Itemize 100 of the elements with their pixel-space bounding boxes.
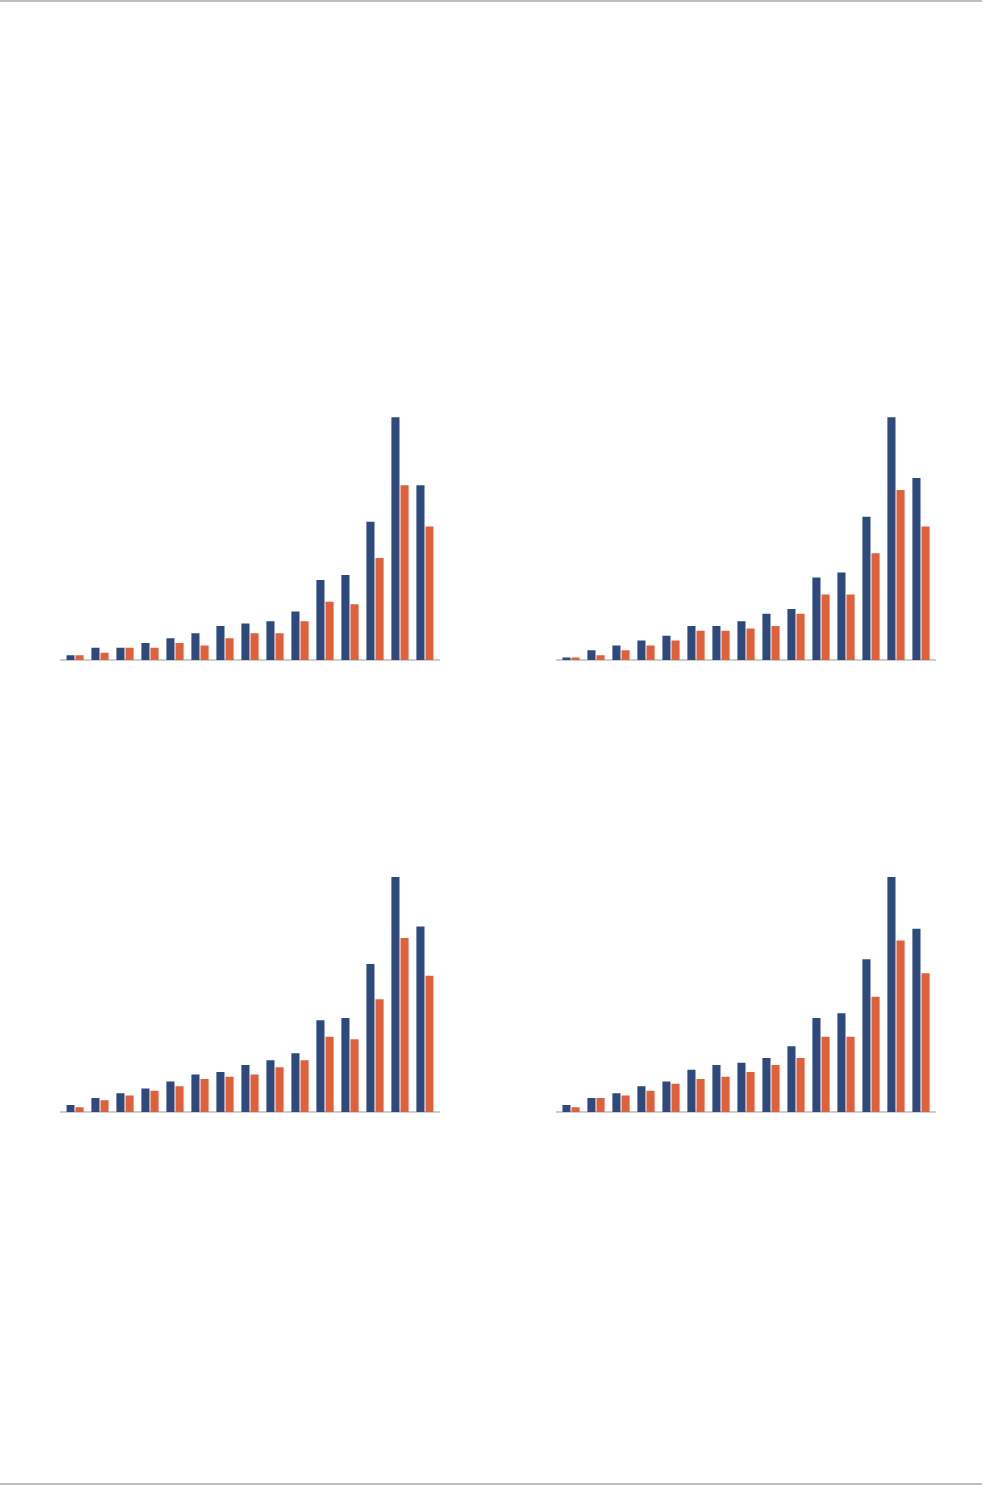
bar (796, 1057, 805, 1112)
bar (100, 652, 109, 660)
bar (300, 621, 309, 660)
bar (921, 973, 930, 1112)
bar (350, 1039, 359, 1112)
bar (241, 623, 250, 660)
bar (225, 1076, 234, 1112)
bar (316, 1020, 325, 1112)
bar (350, 604, 359, 660)
bar (175, 642, 184, 660)
bar (125, 647, 134, 660)
bar (637, 640, 646, 660)
bar (621, 650, 630, 660)
bar (721, 630, 730, 660)
bar (787, 609, 796, 660)
bar (375, 558, 384, 660)
bar (612, 1093, 621, 1112)
bar (871, 553, 880, 660)
bar (687, 626, 696, 660)
bar (721, 1076, 730, 1112)
bar (216, 626, 225, 660)
bar (912, 477, 921, 660)
bar (375, 999, 384, 1112)
bar (66, 655, 75, 660)
bar (400, 938, 409, 1112)
bar (200, 645, 209, 660)
bar (291, 611, 300, 660)
bar (737, 621, 746, 660)
bar (662, 635, 671, 660)
bar (746, 628, 755, 660)
bar (366, 963, 375, 1112)
bar (400, 485, 409, 660)
bar (921, 526, 930, 660)
bar (837, 572, 846, 660)
bar (425, 526, 434, 660)
bar (612, 645, 621, 660)
bar (696, 630, 705, 660)
bar (637, 1086, 646, 1112)
bar (141, 1088, 150, 1112)
bar (646, 1090, 655, 1112)
bar (871, 996, 880, 1112)
bar (671, 1083, 680, 1112)
bar (166, 638, 175, 660)
bar (846, 1036, 855, 1112)
bar (696, 1079, 705, 1112)
bar (862, 959, 871, 1112)
bar (191, 1074, 200, 1112)
bar (596, 1097, 605, 1112)
bar (75, 1107, 84, 1112)
bar (837, 1013, 846, 1112)
bar (562, 1104, 571, 1112)
bar (291, 1053, 300, 1112)
bar (821, 1036, 830, 1112)
bar (762, 613, 771, 660)
bar (325, 1036, 334, 1112)
bar (416, 485, 425, 660)
bar (266, 621, 275, 660)
bar (325, 601, 334, 660)
bar (250, 633, 259, 660)
bar (150, 647, 159, 660)
bar (771, 626, 780, 660)
bar (200, 1079, 209, 1112)
bar (846, 594, 855, 660)
bar (771, 1065, 780, 1112)
bar (737, 1062, 746, 1112)
bar (116, 1093, 125, 1112)
bar (796, 613, 805, 660)
bar (341, 575, 350, 660)
bar (341, 1018, 350, 1112)
bar (241, 1065, 250, 1112)
bar (100, 1100, 109, 1112)
bar (687, 1069, 696, 1112)
bar (166, 1081, 175, 1112)
bar (762, 1057, 771, 1112)
bar (191, 633, 200, 660)
bar (141, 642, 150, 660)
bar (316, 579, 325, 660)
bar (662, 1081, 671, 1112)
bar (416, 926, 425, 1112)
bar (75, 655, 84, 660)
bar (787, 1046, 796, 1112)
bar (812, 577, 821, 660)
bar (912, 928, 921, 1112)
bar (175, 1086, 184, 1112)
bar (887, 417, 896, 660)
bar (896, 490, 905, 660)
bar (587, 1097, 596, 1112)
bar (587, 650, 596, 660)
bar (712, 1065, 721, 1112)
bar (746, 1072, 755, 1112)
bar (646, 645, 655, 660)
bar (91, 1097, 100, 1112)
bar (266, 1060, 275, 1112)
bar (216, 1072, 225, 1112)
bar (275, 633, 284, 660)
bar (225, 638, 234, 660)
bar (571, 1107, 580, 1112)
bar (712, 626, 721, 660)
bar (116, 647, 125, 660)
bar (812, 1018, 821, 1112)
